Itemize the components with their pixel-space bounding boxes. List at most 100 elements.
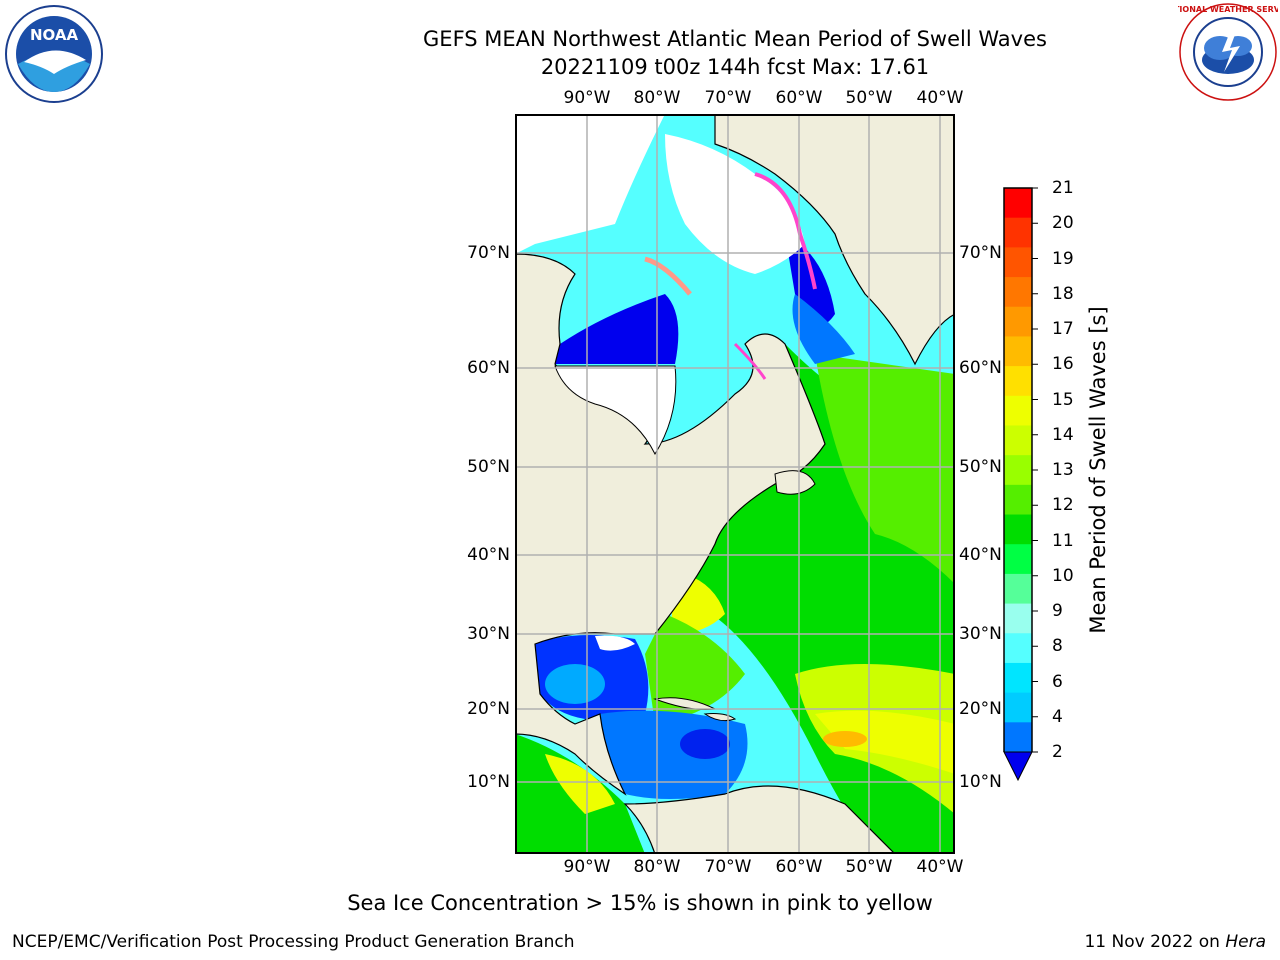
colorbar-tick-label: 10 xyxy=(1052,565,1074,586)
colorbar-tick-label: 6 xyxy=(1052,671,1063,692)
colorbar-segment xyxy=(1004,455,1032,486)
colorbar-tick-label: 18 xyxy=(1052,283,1074,304)
lon-label-top-80w: 80°W xyxy=(633,88,681,108)
lat-label-left-60n: 60°N xyxy=(467,358,510,378)
greenland-land xyxy=(714,114,955,366)
colorbar-tick-label: 19 xyxy=(1052,248,1074,269)
lon-label-top-40w: 40°W xyxy=(916,88,964,108)
footer-machine: Hera xyxy=(1225,932,1266,952)
ice-edge-labrador xyxy=(754,172,817,290)
colorbar-segment xyxy=(1004,692,1032,723)
colorbar-segment xyxy=(1004,247,1032,278)
lat-label-right-50n: 50°N xyxy=(959,457,1002,477)
colorbar-label: Mean Period of Swell Waves [s] xyxy=(1086,306,1110,634)
gulf-ice-mask xyxy=(595,635,635,651)
colorbar-tick-label: 8 xyxy=(1052,636,1063,657)
colorbar-segment xyxy=(1004,395,1032,426)
colorbar-segment xyxy=(1004,306,1032,337)
colorbar-segment xyxy=(1004,277,1032,308)
lon-label-bottom-70w: 70°W xyxy=(704,857,752,877)
chart-title-line2: 20221109 t00z 144h fcst Max: 17.61 xyxy=(540,55,930,79)
pacific-yellow xyxy=(545,754,615,814)
colorbar-tick-label: 11 xyxy=(1052,530,1074,551)
lon-label-bottom-40w: 40°W xyxy=(916,857,964,877)
lat-label-right-10n: 10°N xyxy=(959,772,1002,792)
colorbar-tick-label: 20 xyxy=(1052,213,1074,234)
lat-label-right-30n: 30°N xyxy=(959,624,1002,644)
labrador-sea-water xyxy=(785,234,835,326)
lon-label-bottom-60w: 60°W xyxy=(775,857,823,877)
colorbar-tick-label: 13 xyxy=(1052,460,1074,480)
colorbar-segment xyxy=(1004,217,1032,248)
lon-label-top-50w: 50°W xyxy=(845,88,893,108)
swell-period-map xyxy=(515,114,955,854)
swell-field-green-west xyxy=(645,614,745,724)
arctic-ice-mask xyxy=(665,134,805,274)
colorbar-segment xyxy=(1004,573,1032,605)
colorbar xyxy=(1003,187,1038,782)
noaa-logo: NOAA xyxy=(5,5,103,103)
south-america-land xyxy=(623,785,896,854)
lat-label-right-40n: 40°N xyxy=(959,545,1002,565)
map-frame xyxy=(515,114,955,854)
lon-label-bottom-80w: 80°W xyxy=(633,857,681,877)
colorbar-extend-arrow xyxy=(1003,751,1033,782)
colorbar-segment xyxy=(1004,722,1032,753)
footer-date: 11 Nov 2022 on Hera xyxy=(1084,932,1266,952)
colorbar-segment xyxy=(1004,366,1032,397)
colorbar-segment xyxy=(1004,484,1032,516)
swell-field-yellow-core xyxy=(815,710,955,774)
lon-label-top-90w: 90°W xyxy=(563,88,611,108)
colorbar-segment xyxy=(1004,514,1032,545)
lon-label-bottom-50w: 50°W xyxy=(845,857,893,877)
labrador-blue xyxy=(792,294,855,364)
colorbar-tick-label: 4 xyxy=(1052,706,1063,727)
sea-ice-note: Sea Ice Concentration > 15% is shown in … xyxy=(347,891,933,915)
colorbar-tick-label: 14 xyxy=(1052,424,1074,445)
lat-label-left-70n: 70°N xyxy=(467,243,510,263)
graticule xyxy=(515,114,955,854)
colorbar-segment xyxy=(1004,603,1032,634)
colorbar-tick-label: 15 xyxy=(1052,389,1074,410)
lat-label-left-40n: 40°N xyxy=(467,545,510,565)
swell-field-orange xyxy=(823,731,867,747)
swell-field-lightgreen xyxy=(815,354,955,584)
nws-logo-text: NATIONAL WEATHER SERVICE xyxy=(1178,5,1278,14)
caribbean-water xyxy=(600,710,748,799)
footer-branch: NCEP/EMC/Verification Post Processing Pr… xyxy=(12,932,575,952)
colorbar-tick-label: 9 xyxy=(1052,601,1063,621)
lat-label-left-10n: 10°N xyxy=(467,772,510,792)
nws-logo: NATIONAL WEATHER SERVICE xyxy=(1178,3,1278,101)
lat-label-left-30n: 30°N xyxy=(467,624,510,644)
colorbar-tick-label: 17 xyxy=(1052,319,1074,339)
ice-edge-ungava xyxy=(733,342,767,380)
chart-title-line1: GEFS MEAN Northwest Atlantic Mean Period… xyxy=(423,27,1047,51)
arctic-archipelago-mask xyxy=(515,114,665,254)
lon-label-top-60w: 60°W xyxy=(775,88,823,108)
gulf-center-water xyxy=(545,664,605,704)
lon-label-bottom-90w: 90°W xyxy=(563,857,611,877)
colorbar-tick-label: 12 xyxy=(1052,495,1074,516)
colorbar-tick-label: 21 xyxy=(1052,178,1074,198)
lat-label-right-60n: 60°N xyxy=(959,358,1002,378)
colorbar-segment xyxy=(1004,662,1032,694)
colorbar-segment xyxy=(1004,633,1032,664)
lat-label-right-20n: 20°N xyxy=(959,699,1002,719)
colorbar-segment xyxy=(1004,425,1032,456)
lon-label-top-70w: 70°W xyxy=(704,88,752,108)
colorbar-segment xyxy=(1004,336,1032,367)
hudson-bay-water xyxy=(555,294,679,364)
lat-label-right-70n: 70°N xyxy=(959,243,1002,263)
colorbar-tick-label: 2 xyxy=(1052,742,1063,762)
lat-label-left-20n: 20°N xyxy=(467,699,510,719)
ice-edge-hudson xyxy=(644,256,692,296)
colorbar-segment xyxy=(1004,544,1032,575)
james-bay-mask xyxy=(554,365,677,456)
newfoundland-land xyxy=(774,470,816,495)
footer-date-text: 11 Nov 2022 on xyxy=(1084,932,1226,952)
colorbar-tick-label: 16 xyxy=(1052,354,1074,375)
lat-label-left-50n: 50°N xyxy=(467,457,510,477)
caribbean-deep-water xyxy=(680,729,730,759)
noaa-logo-text: NOAA xyxy=(30,26,79,44)
colorbar-segment xyxy=(1004,188,1032,219)
